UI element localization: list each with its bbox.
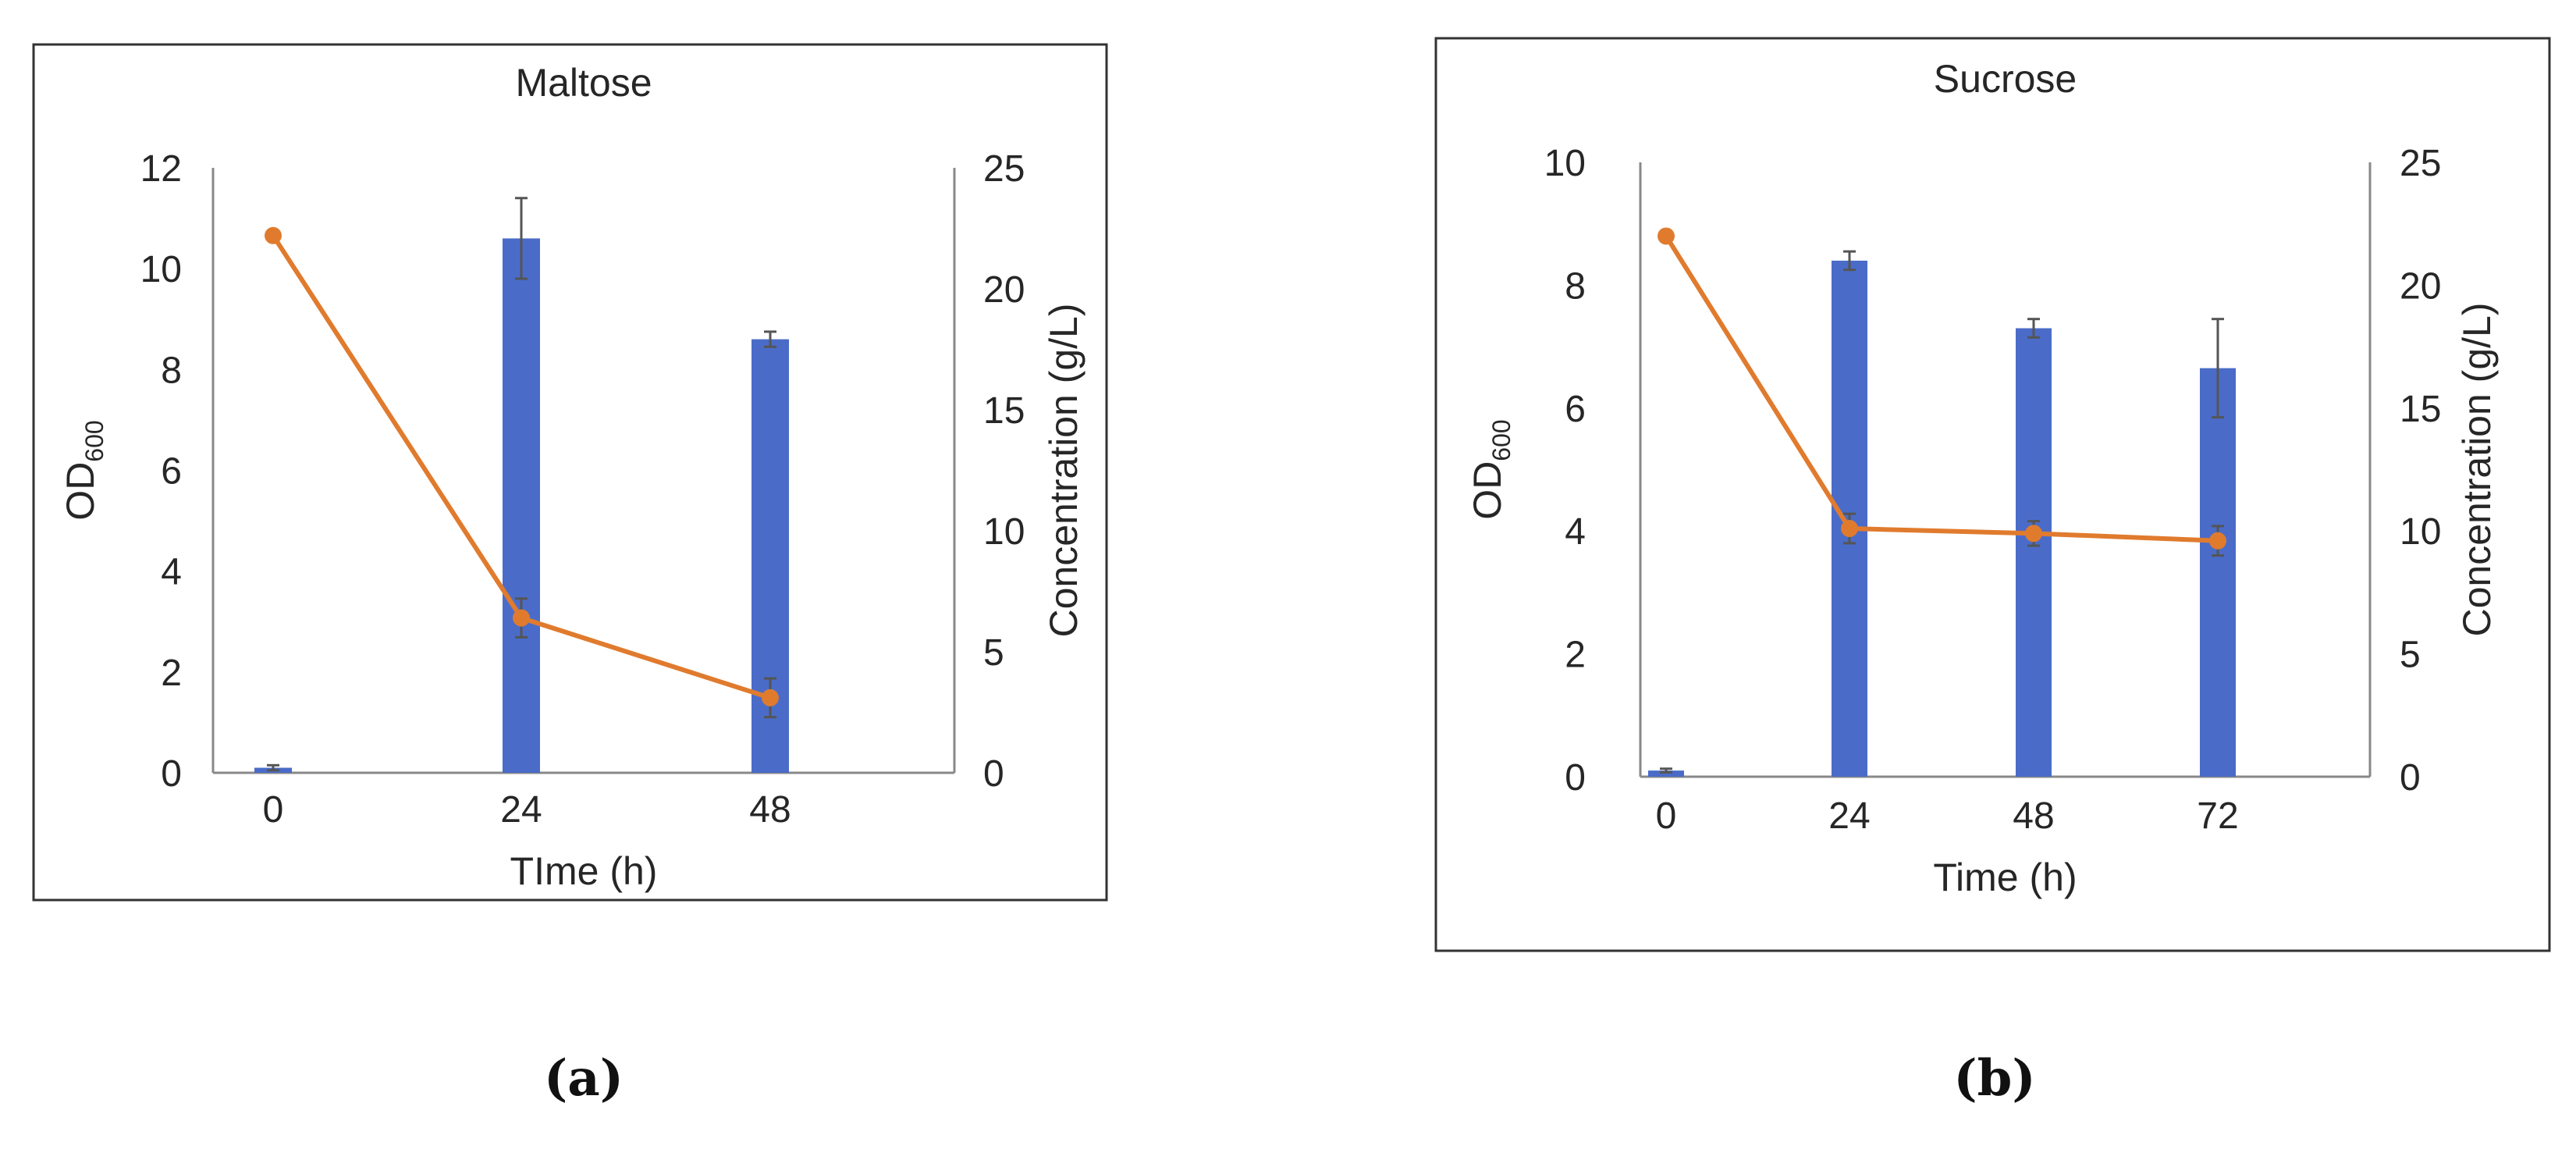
line-point [513,609,530,627]
x-axis-label: Time (h) [1933,856,2077,899]
y2-tick-label: 5 [983,632,1004,674]
panel-label-b: (b) [1953,1049,2035,1108]
chart-frame [1434,37,2551,952]
y-tick-label: 0 [161,753,182,795]
y-tick-label: 10 [1544,143,1586,184]
y2-axis-label: Concentration (g/L) [1042,303,1085,637]
line-point [1841,520,1858,538]
y2-tick-label: 0 [983,753,1004,795]
line-point [762,688,779,706]
y-tick-label: 6 [161,451,182,493]
y-axis-label: OD600 [59,420,108,520]
y2-tick-label: 20 [983,269,1025,311]
y-axis-label-main: OD [1466,461,1509,520]
y-tick-label: 10 [140,249,182,290]
line-point [2025,525,2042,543]
y-tick-label: 6 [1565,389,1586,430]
y-axis-label: OD600 [1466,419,1515,519]
y2-tick-label: 10 [2400,511,2441,553]
bar [1648,770,1684,777]
y-tick-label: 8 [1565,265,1586,307]
chart-frame [32,43,1108,902]
bar [2016,328,2052,777]
y2-tick-label: 20 [2400,265,2441,307]
y2-axis-label: Concentration (g/L) [2455,302,2499,636]
x-tick-label: 0 [1656,795,1677,837]
x-tick-label: 0 [263,789,284,831]
x-tick-label: 48 [2013,795,2054,837]
x-axis-label: TIme (h) [510,849,658,893]
line-point [2209,532,2226,550]
y2-tick-label: 25 [983,148,1025,190]
y-tick-label: 2 [161,653,182,694]
y-tick-label: 8 [161,350,182,391]
x-tick-label: 24 [1828,795,1870,837]
x-tick-label: 24 [500,789,542,831]
y2-tick-label: 10 [983,511,1025,553]
y-tick-label: 4 [1565,511,1586,553]
y2-tick-label: 0 [2400,757,2421,799]
y-axis-label-subscript: 600 [1487,419,1515,461]
bar [2200,368,2236,777]
y-tick-label: 12 [140,148,182,190]
y-axis-label-subscript: 600 [80,420,108,461]
y2-tick-label: 5 [2400,635,2421,676]
chart-title: Sucrose [1934,57,2077,101]
y-tick-label: 0 [1565,757,1586,799]
panel-label-a: (a) [544,1049,624,1108]
bar [503,238,540,774]
concentration-line [1664,234,2219,543]
y2-tick-label: 15 [983,390,1025,432]
y-tick-label: 2 [1565,635,1586,676]
x-tick-label: 72 [2197,795,2238,837]
y2-tick-label: 25 [2400,143,2441,184]
x-tick-label: 48 [749,789,791,831]
y2-tick-label: 15 [2400,389,2441,430]
y-axis-label-main: OD [59,462,102,521]
line-point [1658,227,1675,245]
chart-title: Maltose [515,61,652,105]
y-tick-label: 4 [161,552,182,593]
line-point [265,226,282,244]
